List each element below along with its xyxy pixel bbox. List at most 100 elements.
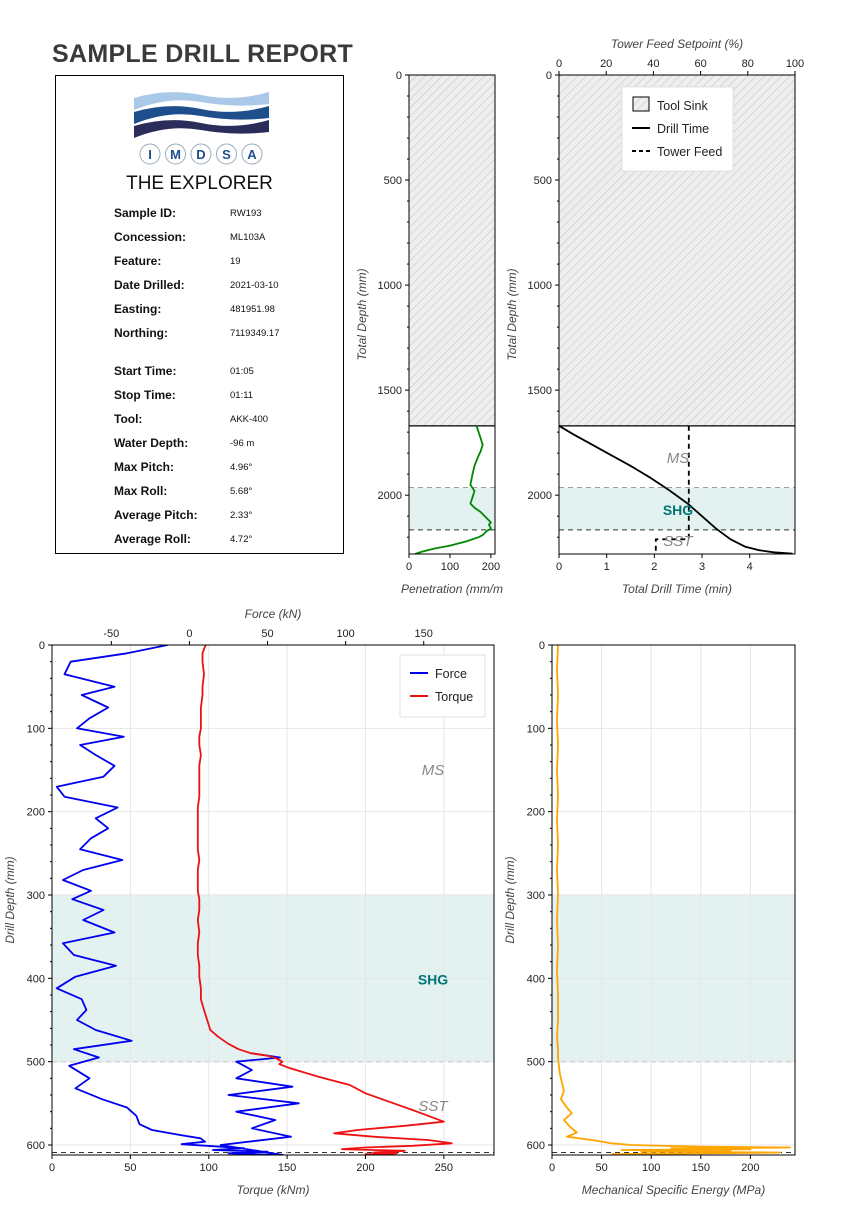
logo-letter: A [247,147,257,162]
y-tick-label: 1500 [528,385,552,397]
chart-legend: Force Torque [399,654,486,718]
plot-frame [558,74,796,555]
x-axis-label: Torque (kNm) [237,1183,310,1197]
tool-sink-area [409,75,495,426]
info-label: Sample ID: [114,206,177,220]
x-tick-label: 4 [747,561,753,573]
y-tick-label: 500 [27,1057,45,1069]
layer-label: SST [418,1098,449,1115]
x-tick-label: 0 [49,1162,55,1174]
info-label: Concession: [114,230,187,244]
y-tick-label: 0 [546,70,552,82]
series-line-penetration [414,425,492,554]
info-label: Feature: [114,254,162,268]
info-label: Average Roll: [114,532,191,546]
layer-label: SHG [418,971,448,987]
info-label: Max Pitch: [114,460,175,474]
plot-frame [551,644,796,1156]
legend-label: Drill Time [657,122,709,136]
info-value: 4.72° [230,534,253,545]
x-tick-label: 3 [699,561,705,573]
info-label: Water Depth: [114,436,189,450]
y-tick-label: 500 [384,175,402,187]
info-row: Tool: AKK-400 [114,412,334,432]
series-line-tower-feed [654,425,690,554]
info-row: Start Time: 01:05 [114,364,334,384]
series-line-torque [196,645,453,1155]
legend-label: Torque [435,690,473,704]
legend-label: Tower Feed [657,145,722,159]
x-tick-label: 50 [595,1162,607,1174]
y-tick-label: 400 [27,973,45,985]
x-tick-label: 1 [604,561,610,573]
y-tick-label: 200 [527,807,545,819]
series-line-drill-time [559,425,793,554]
y-tick-label: 400 [527,973,545,985]
x-tick-label: 150 [692,1162,710,1174]
info-value: AKK-400 [230,414,269,425]
y-tick-label: 500 [527,1057,545,1069]
x-tick-label: 100 [642,1162,660,1174]
info-row: Northing: 7119349.17 [114,326,334,346]
y-tick-label: 2000 [528,490,552,502]
series-line-mse [556,645,791,1155]
y-tick-label: 0 [39,640,45,652]
layer-band [409,487,495,530]
x-tick-label: 200 [741,1162,759,1174]
logo-letter-badge [139,143,161,165]
y-axis-label: Drill Depth (mm) [3,856,17,943]
logo-letter: M [170,147,181,162]
y-tick-label: 100 [527,723,545,735]
x-tick-label: 0 [406,561,412,573]
info-row: Water Depth: -96 m [114,436,334,456]
info-row: Easting: 481951.98 [114,302,334,322]
x-axis-label: Mechanical Specific Energy (MPa) [582,1183,765,1197]
info-value: 5.68° [230,486,253,497]
info-value: 4.96° [230,462,253,473]
info-value: -96 m [230,438,255,449]
y-tick-label: 2000 [378,490,402,502]
x-tick-label: 150 [278,1162,296,1174]
info-row: Concession: ML103A [114,230,334,250]
info-value: ML103A [230,232,266,243]
x-tick-label: 100 [200,1162,218,1174]
info-row: Max Pitch: 4.96° [114,460,334,480]
legend-label: Force [435,667,467,681]
info-row: Date Drilled: 2021-03-10 [114,278,334,298]
y-tick-label: 1000 [378,280,402,292]
info-label: Stop Time: [114,388,176,402]
x2-axis-label: Tower Feed Setpoint (%) [611,37,743,51]
y-tick-label: 1500 [378,385,402,397]
info-value: 01:11 [230,390,254,401]
y-tick-label: 200 [27,807,45,819]
logo-letter-badge [165,143,186,165]
x2-tick-label: 100 [786,58,804,70]
chart-penetration: 0 500 1000 1500 2000 0 100 200 Penetration (mm/m… [355,70,503,596]
info-label: Northing: [114,326,168,340]
logo-letter-badge [190,143,212,165]
info-row: Sample ID: RW193 [114,206,334,226]
x-axis-label: Penetration (mm/m [401,582,503,596]
info-value: 481951.98 [230,304,275,315]
x-tick-label: 50 [124,1162,136,1174]
y-tick-label: 0 [539,640,545,652]
logo-letter-badge [241,143,263,165]
info-row: Feature: 19 [114,254,334,274]
y-tick-label: 600 [527,1140,545,1152]
y-axis-label: Total Depth (mm) [505,268,519,360]
x2-tick-label: 0 [186,628,192,640]
info-value: 7119349.17 [230,328,280,339]
y-tick-label: 300 [527,890,545,902]
x-tick-label: 100 [441,561,459,573]
x-tick-label: 200 [482,561,500,573]
y-tick-label: 600 [27,1140,45,1152]
info-row: Stop Time: 01:11 [114,388,334,408]
info-row: Max Roll: 5.68° [114,484,334,504]
x-tick-label: 0 [549,1162,555,1174]
report-title: SAMPLE DRILL REPORT [52,40,354,68]
info-value: 2021-03-10 [230,280,279,291]
y-tick-label: 1000 [528,280,552,292]
